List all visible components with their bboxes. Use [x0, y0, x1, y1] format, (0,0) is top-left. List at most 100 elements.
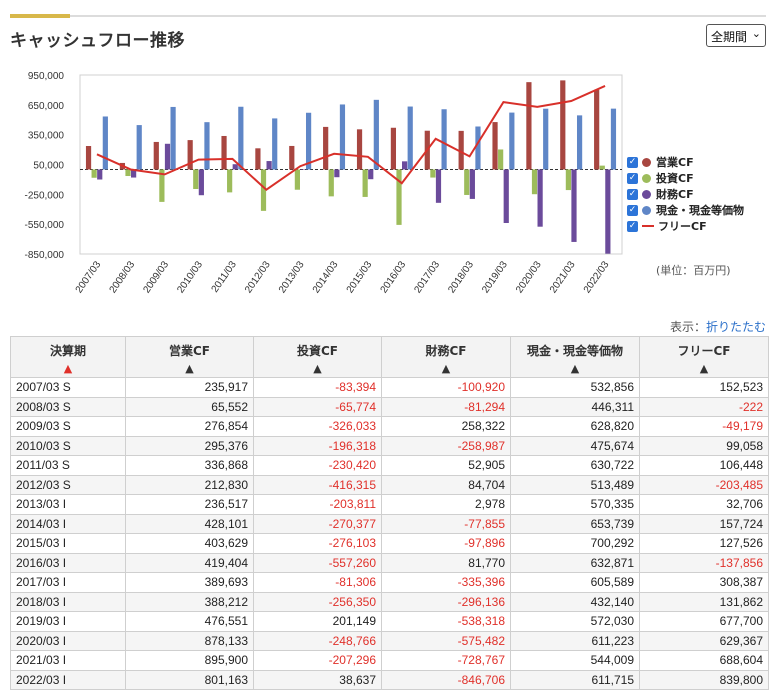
- legend-item-free[interactable]: ✓ フリーCF: [627, 218, 744, 234]
- legend-swatch: [642, 157, 651, 167]
- x-tick-label: 2013/03: [277, 259, 307, 295]
- legend-item-investing[interactable]: ✓ 投資CF: [627, 170, 744, 186]
- value-cell: -137,856: [639, 552, 769, 573]
- sort-arrow-icon[interactable]: ▲: [185, 362, 194, 375]
- column-header[interactable]: 営業CF ▲: [125, 336, 254, 378]
- bar-operating: [187, 140, 193, 170]
- value-cell: -538,318: [381, 611, 511, 632]
- checkbox-icon[interactable]: ✓: [627, 220, 638, 232]
- bar-financing: [402, 161, 408, 170]
- chevron-down-icon: ⌄: [751, 27, 761, 40]
- bar-cash: [509, 112, 515, 170]
- value-cell: 878,133: [125, 630, 254, 651]
- legend-swatch: [642, 225, 654, 227]
- value-cell: 201,149: [253, 611, 382, 632]
- value-cell: 308,387: [639, 572, 769, 593]
- bar-cash: [441, 109, 447, 170]
- value-cell: 532,856: [510, 377, 640, 398]
- value-cell: 84,704: [381, 474, 511, 495]
- value-cell: 605,589: [510, 572, 640, 593]
- value-cell: -203,485: [639, 474, 769, 495]
- legend-item-cash[interactable]: ✓ 現金・現金等価物: [627, 202, 744, 218]
- value-cell: 106,448: [639, 455, 769, 476]
- table-row: 2018/03 I 388,212 -256,350 -296,136 432,140 1…: [10, 591, 769, 612]
- value-cell: -846,706: [381, 669, 511, 690]
- sort-arrow-icon[interactable]: ▲: [441, 362, 451, 375]
- period-cell: 2020/03 I: [10, 630, 126, 651]
- value-cell: 570,335: [510, 494, 640, 515]
- bar-cash: [543, 108, 549, 170]
- column-header[interactable]: 投資CF ▲: [253, 336, 382, 378]
- value-cell: 295,376: [125, 435, 254, 456]
- column-header[interactable]: フリーCF ▲: [639, 336, 769, 378]
- bar-cash: [407, 106, 413, 170]
- bar-financing: [503, 169, 509, 223]
- period-cell: 2016/03 I: [10, 552, 126, 573]
- value-cell: 475,674: [510, 435, 640, 456]
- value-cell: -248,766: [253, 630, 382, 651]
- y-tick-label: 50,000: [33, 161, 64, 172]
- value-cell: 544,009: [510, 650, 640, 671]
- bar-financing: [164, 143, 171, 170]
- table-row: 2012/03 S 212,830 -416,315 84,704 513,489 -20…: [10, 474, 769, 495]
- value-cell: 611,715: [510, 669, 640, 690]
- period-cell: 2011/03 S: [10, 455, 126, 476]
- column-header[interactable]: 財務CF ▲: [381, 336, 511, 378]
- value-cell: 81,770: [381, 552, 511, 573]
- checkbox-icon[interactable]: ✓: [627, 172, 638, 184]
- value-cell: 152,523: [639, 377, 769, 398]
- x-tick-label: 2009/03: [141, 259, 171, 295]
- bar-cash: [610, 108, 617, 170]
- legend-item-operating[interactable]: ✓ 営業CF: [627, 154, 744, 170]
- x-tick-label: 2011/03: [210, 259, 240, 295]
- legend-label: 現金・現金等価物: [656, 204, 744, 217]
- value-cell: -557,260: [253, 552, 382, 573]
- checkbox-icon[interactable]: ✓: [627, 156, 638, 168]
- value-cell: -276,103: [253, 533, 382, 554]
- column-header[interactable]: 決算期 ▲: [10, 336, 126, 378]
- value-cell: 895,900: [125, 650, 254, 671]
- top-divider: [70, 15, 766, 17]
- bar-investing: [294, 169, 300, 190]
- sort-arrow-icon[interactable]: ▲: [313, 362, 322, 375]
- checkbox-icon[interactable]: ✓: [627, 204, 638, 216]
- bar-cash: [373, 99, 379, 170]
- period-cell: 2019/03 I: [10, 611, 126, 632]
- y-tick-label: -550,000: [25, 220, 65, 231]
- y-tick-label: 950,000: [28, 71, 65, 82]
- period-cell: 2010/03 S: [10, 435, 126, 456]
- chart-legend: ✓ 営業CF ✓ 投資CF ✓ 財務CF ✓ 現金・現金等価物 ✓ フリーCF: [627, 154, 744, 234]
- checkbox-icon[interactable]: ✓: [627, 188, 638, 200]
- table-row: 2013/03 I 236,517 -203,811 2,978 570,335 32,7…: [10, 494, 769, 515]
- period-cell: 2021/03 I: [10, 650, 126, 671]
- table-row: 2010/03 S 295,376 -196,318 -258,987 475,674 9…: [10, 435, 769, 456]
- legend-item-financing[interactable]: ✓ 財務CF: [627, 186, 744, 202]
- value-cell: 403,629: [125, 533, 254, 554]
- display-toggle-row: 表示：折りたたむ: [670, 318, 766, 335]
- value-cell: 700,292: [510, 533, 640, 554]
- value-cell: -65,774: [253, 396, 382, 417]
- table-row: 2021/03 I 895,900 -207,296 -728,767 544,009 6…: [10, 650, 769, 671]
- value-cell: 677,700: [639, 611, 769, 632]
- sort-arrow-icon[interactable]: ▲: [699, 362, 709, 375]
- period-cell: 2008/03 S: [10, 396, 126, 417]
- bar-investing: [599, 165, 605, 170]
- value-cell: 236,517: [125, 494, 254, 515]
- bar-cash: [305, 112, 312, 170]
- table-header-row: 決算期 ▲ 営業CF ▲ 投資CF ▲ 財務CF ▲ 現金・現金等価物 ▲ フリーCF ▲: [10, 336, 769, 378]
- unit-note: (単位：百万円): [656, 264, 731, 277]
- bar-cash: [238, 106, 244, 170]
- period-cell: 2022/03 I: [10, 669, 126, 690]
- bar-investing: [328, 169, 334, 197]
- sort-arrow-icon[interactable]: ▲: [570, 362, 580, 375]
- bar-financing: [131, 169, 137, 178]
- bar-operating: [221, 135, 227, 170]
- collapse-link[interactable]: 折りたたむ: [705, 320, 766, 334]
- column-header-label: フリーCF: [677, 344, 731, 358]
- value-cell: -326,033: [253, 416, 382, 437]
- bar-investing: [159, 169, 165, 202]
- value-cell: -207,296: [253, 650, 382, 671]
- sort-arrow-icon[interactable]: ▲: [63, 362, 73, 375]
- column-header[interactable]: 現金・現金等価物 ▲: [510, 336, 640, 378]
- period-select[interactable]: 全期間 ⌄: [706, 24, 766, 47]
